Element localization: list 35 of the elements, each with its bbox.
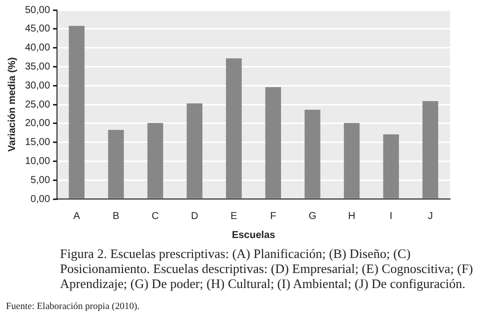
y-tick-label: 10,00 [24, 156, 50, 167]
bar [226, 58, 242, 198]
y-tick-label: 30,00 [24, 80, 50, 92]
x-tick-label: I [390, 210, 392, 222]
y-tick-label: 35,00 [24, 61, 50, 72]
y-tick-label: 25,00 [24, 99, 50, 110]
bar [383, 134, 399, 198]
x-tick-label: E [230, 210, 238, 222]
y-tick-label: 0,00 [30, 194, 50, 205]
y-tick-label: 50,00 [24, 4, 50, 16]
x-tick-label: J [428, 210, 433, 222]
y-tick-label: 15,00 [24, 137, 50, 148]
y-axis-title: Variación media (%) [6, 57, 18, 152]
x-tick-label: H [348, 210, 356, 222]
bar [108, 130, 124, 198]
x-tick-label: D [190, 210, 198, 222]
bar [68, 26, 85, 198]
bar [344, 123, 360, 198]
x-axis-title: Escuelas [232, 230, 276, 241]
y-tick-label: 40,00 [24, 42, 50, 54]
x-tick-label: F [270, 210, 276, 222]
text: Figura 2. Escuelas prescriptivas: (A) Planificación; (B) Diseño; (C) Posicionamiento. Escuelas descriptivas: (D) Empresarial; (E) Cognoscitiva; (F) Aprendizaje; (G) De poder; (H) Cultural; (I) Ambiental; (J) De configuración. [60, 246, 474, 291]
y-tick-label: 45,00 [24, 24, 50, 35]
x-tick-label: A [73, 210, 80, 222]
bar [265, 87, 282, 198]
bar [186, 103, 202, 198]
y-tick-label: 20,00 [24, 118, 50, 130]
bar [147, 123, 164, 198]
bar [304, 110, 320, 198]
y-tick-label: 5,00 [30, 174, 50, 186]
x-tick-label: C [152, 210, 159, 222]
x-tick-label: B [112, 210, 120, 222]
x-tick-label: G [308, 210, 317, 222]
bar [422, 101, 438, 198]
source-note: Fuente: Elaboración propia (2010). [6, 302, 140, 312]
